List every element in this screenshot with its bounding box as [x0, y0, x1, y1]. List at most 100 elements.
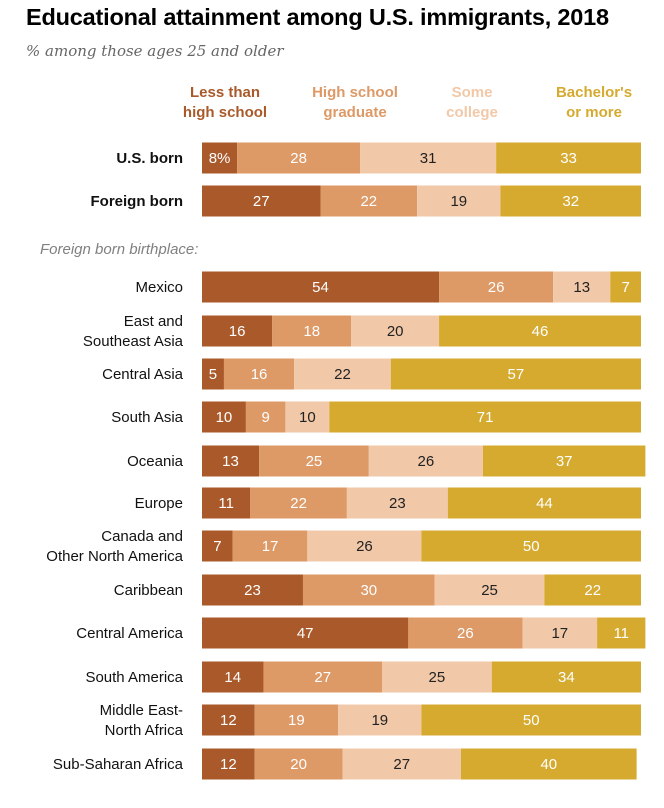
data-label: 16: [229, 323, 246, 340]
bar-segment: [482, 445, 646, 477]
data-label: 22: [584, 582, 601, 599]
bar-segment: [346, 487, 448, 519]
data-label: 10: [299, 409, 316, 426]
legend-line: Less than: [190, 84, 260, 101]
legend: Less than high school High school graduate S…: [183, 84, 632, 121]
bar-segment: [285, 401, 330, 433]
category-label-line: Central America: [76, 625, 183, 642]
data-label: 25: [306, 453, 323, 470]
category-label: Caribbean: [114, 582, 183, 599]
data-label: 46: [532, 323, 549, 340]
bar-segment: [202, 617, 409, 649]
category-label: U.S. born: [116, 150, 183, 167]
data-label: 27: [393, 756, 410, 773]
bar-row: Canada and Other North America 7 17 26 50: [46, 528, 641, 565]
bar-segment: [439, 271, 554, 303]
bar-row: Sub-Saharan Africa 12 20 27 40: [53, 748, 637, 780]
data-label: 26: [356, 538, 373, 555]
bar-segment: [250, 487, 347, 519]
data-label: 26: [418, 453, 435, 470]
bar-segment: [500, 185, 641, 217]
chart-title: Educational attainment among U.S. immigr…: [26, 4, 609, 30]
category-label-line: East and: [124, 313, 183, 330]
bar-segment: [202, 358, 224, 390]
data-label: 19: [450, 193, 467, 210]
bar-segment: [408, 617, 523, 649]
data-label: 8%: [209, 150, 231, 167]
data-label: 50: [523, 712, 540, 729]
data-label: 25: [481, 582, 498, 599]
category-label-line: Oceania: [127, 453, 184, 470]
data-label: 14: [224, 669, 241, 686]
data-label: 27: [314, 669, 331, 686]
bar-segment: [202, 661, 264, 693]
category-label-line: Sub-Saharan Africa: [53, 756, 184, 773]
bar-segment: [522, 617, 598, 649]
data-label: 17: [551, 625, 568, 642]
bar-segment: [417, 185, 501, 217]
bar-segment: [202, 315, 273, 347]
data-label: 26: [457, 625, 474, 642]
bar-segment: [338, 704, 422, 736]
bar-row: East and Southeast Asia 16 18 20 46: [83, 313, 641, 350]
category-label-line: Canada and: [101, 528, 183, 545]
category-label: Central America: [76, 625, 183, 642]
bar-segment: [245, 401, 286, 433]
category-label: Foreign born: [91, 193, 184, 210]
bar-row: Mexico 54 26 13 7: [135, 271, 641, 303]
category-label-line: Caribbean: [114, 582, 183, 599]
data-label: 33: [560, 150, 577, 167]
bar-segment: [202, 487, 251, 519]
bar-row: South America 14 27 25 34: [85, 661, 641, 693]
data-label: 28: [290, 150, 307, 167]
category-label-line: Mexico: [135, 279, 183, 296]
bar-segment: [259, 445, 369, 477]
data-label: 7: [213, 538, 221, 555]
category-label: Central Asia: [102, 366, 184, 383]
bar-segment: [202, 142, 238, 174]
category-label: South Asia: [111, 409, 183, 426]
bar-row: Europe 11 22 23 44: [135, 487, 641, 519]
data-label: 12: [220, 756, 237, 773]
bar-row: U.S. born 8% 28 31 33: [116, 142, 641, 174]
bar-row: Central America 47 26 17 11: [76, 617, 646, 649]
data-label: 19: [288, 712, 305, 729]
data-label: 37: [556, 453, 573, 470]
legend-line: Some: [452, 84, 493, 101]
data-label: 17: [262, 538, 279, 555]
category-label: Europe: [135, 495, 183, 512]
data-label: 32: [562, 193, 579, 210]
bar-segment: [302, 574, 435, 606]
data-label: 10: [216, 409, 233, 426]
bar-segment: [202, 401, 246, 433]
category-label-line: Southeast Asia: [83, 333, 184, 350]
category-label-line: Middle East-: [100, 702, 183, 719]
legend-line: college: [446, 104, 498, 121]
data-label: 34: [558, 669, 575, 686]
data-label: 44: [536, 495, 553, 512]
data-label: 25: [429, 669, 446, 686]
bar-segment: [544, 574, 641, 606]
section-label: Foreign born birthplace:: [40, 241, 198, 258]
category-label: Oceania: [127, 453, 184, 470]
bar-segment: [202, 271, 440, 303]
legend-line: Bachelor's: [556, 84, 632, 101]
bar-segment: [232, 530, 308, 562]
bar-row: South Asia 10 9 10 71: [111, 401, 641, 433]
data-label: 22: [360, 193, 377, 210]
chart-subtitle: % among those ages 25 and older: [26, 42, 284, 60]
category-label: Canada and Other North America: [46, 528, 183, 565]
bar-segment: [610, 271, 641, 303]
data-label: 22: [334, 366, 351, 383]
data-label: 30: [360, 582, 377, 599]
category-label-line: Europe: [135, 495, 183, 512]
bar-segment: [368, 445, 483, 477]
bar-segment: [320, 185, 418, 217]
data-label: 13: [222, 453, 239, 470]
category-label: Middle East- North Africa: [100, 702, 184, 739]
bar-segment: [202, 704, 255, 736]
data-label: 27: [253, 193, 270, 210]
bar-row: Caribbean 23 30 25 22: [114, 574, 641, 606]
bar-segment: [272, 315, 352, 347]
category-label-line: South Asia: [111, 409, 183, 426]
